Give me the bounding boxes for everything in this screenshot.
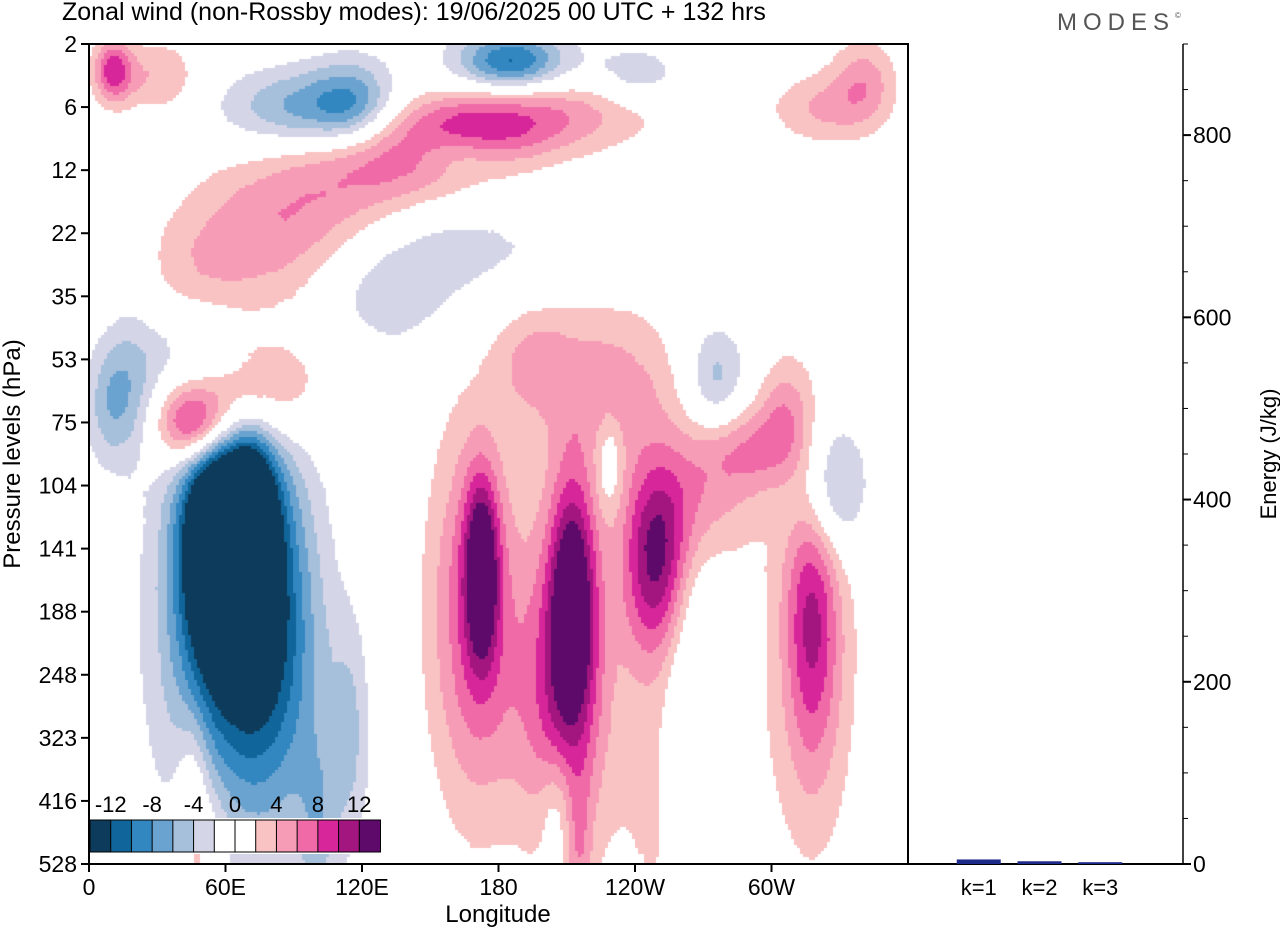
energy-category-label: k=2: [1021, 875, 1057, 900]
colorbar-swatch: [275, 819, 299, 853]
x-tick-label: 180: [479, 874, 517, 900]
energy-tick-label: 400: [1193, 487, 1231, 513]
y-tick-label: 2: [64, 31, 77, 57]
colorbar-label: 12: [347, 792, 371, 817]
energy-category-label: k=3: [1082, 875, 1118, 900]
y-tick-label: 323: [39, 725, 77, 751]
y-tick-label: 75: [51, 409, 77, 435]
energy-tick-label: 200: [1193, 669, 1231, 695]
colorbar-swatch: [172, 819, 195, 853]
chart-title: Zonal wind (non-Rossby modes): 19/06/202…: [62, 0, 766, 26]
y-tick-label: 12: [51, 157, 77, 183]
x-tick-label: 60W: [748, 874, 796, 900]
colorbar-swatch: [317, 819, 340, 853]
y-tick-label: 528: [39, 851, 77, 877]
colorbar-label: -4: [184, 792, 204, 817]
colorbar-swatch: [296, 819, 319, 853]
energy-category-label: k=1: [961, 875, 997, 900]
y-axis: 2 6 12 22 35 53 75 104 141 188 248 323 416 528: [39, 31, 89, 877]
colorbar-swatch: [213, 819, 237, 853]
brand-text: MODES: [1057, 9, 1176, 36]
colorbar-swatch: [234, 819, 257, 853]
colorbar-swatch: [338, 819, 361, 853]
wind-field: [89, 44, 908, 864]
energy-tick-label: 600: [1193, 304, 1231, 330]
brand-mark: ©: [1175, 11, 1181, 20]
y-axis-label: Pressure levels (hPa): [0, 339, 26, 568]
colorbar-swatch: [110, 819, 133, 853]
colorbar-label: 0: [229, 792, 241, 817]
y-tick-label: 53: [51, 346, 77, 372]
x-tick-label: 0: [83, 874, 96, 900]
y-tick-label: 141: [39, 536, 77, 562]
colorbar-label: 8: [312, 792, 324, 817]
colorbar-swatch: [130, 819, 154, 853]
energy-axis-label: Energy (J/kg): [1256, 389, 1280, 520]
colorbar-label: 4: [270, 792, 282, 817]
modes-logo: MODES©: [1057, 9, 1181, 37]
energy-tick-label: 0: [1193, 851, 1206, 877]
colorbar-swatch: [193, 819, 216, 853]
wind-field-raster: [89, 44, 908, 864]
x-tick-label: 120W: [605, 874, 665, 900]
y-tick-label: 104: [39, 473, 78, 499]
colorbar: -12 -8 -4 0 4 8 12: [88, 792, 382, 854]
y-tick-label: 22: [51, 220, 77, 246]
x-tick-label: 120E: [335, 874, 389, 900]
energy-bar: [1078, 862, 1123, 864]
colorbar-swatch: [358, 819, 381, 853]
energy-tick-label: 800: [1193, 122, 1231, 148]
colorbar-label: -12: [95, 792, 127, 817]
y-tick-label: 6: [64, 94, 77, 120]
y-tick-label: 416: [39, 788, 77, 814]
colorbar-swatch: [89, 819, 112, 853]
y-tick-label: 248: [39, 662, 77, 688]
y-tick-label: 35: [51, 283, 77, 309]
energy-bar-panel: 0 200 400 600 800 k=1 k=2 k=3: [908, 43, 1231, 900]
x-axis: 0 60E 120E 180 120W 60W: [83, 864, 796, 900]
y-tick-label: 188: [39, 599, 77, 625]
energy-bar: [956, 859, 1001, 864]
colorbar-swatch: [151, 819, 174, 853]
colorbar-label: -8: [142, 792, 162, 817]
x-axis-label: Longitude: [445, 901, 550, 928]
x-tick-label: 60E: [205, 874, 246, 900]
energy-bar: [1017, 861, 1062, 864]
colorbar-swatch: [255, 819, 278, 853]
